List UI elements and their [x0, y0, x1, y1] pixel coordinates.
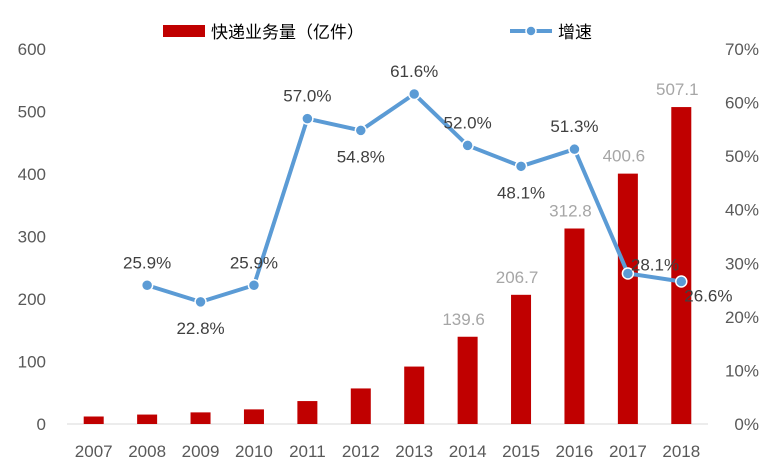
- bar: [404, 366, 425, 424]
- x-axis-tick-label: 2011: [289, 442, 326, 461]
- bar-labels: 139.6 206.7 312.8 400.6 507.1: [442, 80, 698, 329]
- bar-value-label: 312.8: [549, 202, 592, 221]
- growth-value-label: 54.8%: [337, 147, 385, 166]
- bar-value-label: 507.1: [656, 80, 699, 99]
- growth-point: [461, 139, 474, 152]
- bar: [297, 401, 318, 424]
- left-axis-tick-label: 100: [18, 353, 46, 372]
- x-axis-tick-label: 2016: [556, 442, 594, 461]
- bar-value-label: 206.7: [496, 268, 539, 287]
- bar: [457, 336, 478, 424]
- x-axis-tick-label: 2012: [342, 442, 380, 461]
- right-axis-tick-label: 0%: [734, 415, 759, 434]
- x-axis-tick-label: 2009: [182, 442, 220, 461]
- line-labels: 25.9% 22.8% 25.9% 57.0% 54.8% 61.6% 52.0% 48.1%…: [123, 62, 732, 338]
- left-axis-tick-label: 200: [18, 290, 46, 309]
- right-axis-tick-label: 70%: [725, 40, 759, 59]
- left-axis-tick-label: 600: [18, 40, 46, 59]
- legend-bar-label: 快递业务量（亿件）: [211, 23, 364, 43]
- x-axis-tick-label: 2015: [502, 442, 540, 461]
- x-axis: 2007 2008 2009 2010 2011 2012 2013 2014 2015 2016…: [67, 423, 708, 461]
- x-axis-tick-label: 2008: [128, 442, 166, 461]
- right-axis-tick-label: 30%: [725, 254, 759, 273]
- right-axis-tick-label: 20%: [725, 308, 759, 327]
- growth-point: [514, 160, 528, 173]
- right-axis-tick-label: 10%: [725, 361, 759, 380]
- growth-value-label: 28.1%: [631, 255, 679, 274]
- bar: [190, 412, 211, 424]
- growth-value-label: 61.6%: [390, 62, 438, 81]
- growth-value-label: 57.0%: [283, 87, 331, 106]
- growth-value-label: 52.0%: [444, 113, 492, 132]
- growth-point: [621, 267, 635, 280]
- growth-point: [354, 124, 368, 137]
- growth-point: [407, 87, 421, 101]
- left-axis-tick-label: 300: [18, 228, 46, 247]
- growth-value-label: 48.1%: [497, 183, 545, 202]
- growth-line: [140, 87, 688, 309]
- bars: [83, 107, 692, 424]
- x-axis-tick-label: 2018: [662, 442, 700, 461]
- bar: [564, 228, 585, 424]
- bar: [511, 294, 532, 424]
- legend-line-marker: [525, 25, 537, 37]
- left-axis-ticks: 0 100 200 300 400 500 600: [18, 40, 46, 434]
- x-axis-tick-label: 2007: [75, 442, 113, 461]
- right-axis-tick-label: 40%: [725, 201, 759, 220]
- bar: [83, 416, 104, 424]
- bar: [671, 107, 692, 424]
- growth-point: [194, 295, 207, 309]
- x-axis-tick-label: 2014: [449, 442, 487, 461]
- legend-bar-swatch: [163, 25, 205, 37]
- bar: [243, 409, 264, 424]
- growth-point: [675, 275, 688, 288]
- bar: [350, 388, 371, 424]
- growth-series-line: [146, 92, 682, 304]
- growth-point: [568, 142, 581, 156]
- growth-point: [140, 279, 154, 292]
- bar-value-label: 400.6: [603, 147, 646, 166]
- x-axis-tick-label: 2010: [235, 442, 273, 461]
- left-axis-tick-label: 500: [18, 103, 46, 122]
- right-axis-tick-label: 50%: [725, 147, 759, 166]
- growth-value-label: 25.9%: [123, 253, 171, 272]
- growth-point: [301, 112, 314, 125]
- growth-value-label: 26.6%: [684, 287, 732, 306]
- bar-value-label: 139.6: [442, 310, 485, 329]
- bar: [137, 414, 158, 424]
- left-axis-tick-label: 0: [37, 415, 46, 434]
- growth-value-label: 51.3%: [550, 117, 598, 136]
- growth-value-label: 25.9%: [230, 253, 278, 272]
- legend: 快递业务量（亿件） 增速: [163, 23, 592, 43]
- right-axis-tick-label: 60%: [725, 94, 759, 113]
- bar: [617, 173, 638, 424]
- legend-line-label: 增速: [558, 23, 592, 43]
- growth-value-label: 22.8%: [176, 319, 224, 338]
- right-axis-ticks: 0% 10% 20% 30% 40% 50% 60% 70%: [725, 40, 759, 434]
- left-axis-tick-label: 400: [18, 165, 46, 184]
- growth-point: [247, 279, 261, 292]
- x-axis-tick-label: 2017: [609, 442, 647, 461]
- x-axis-tick-label: 2013: [395, 442, 433, 461]
